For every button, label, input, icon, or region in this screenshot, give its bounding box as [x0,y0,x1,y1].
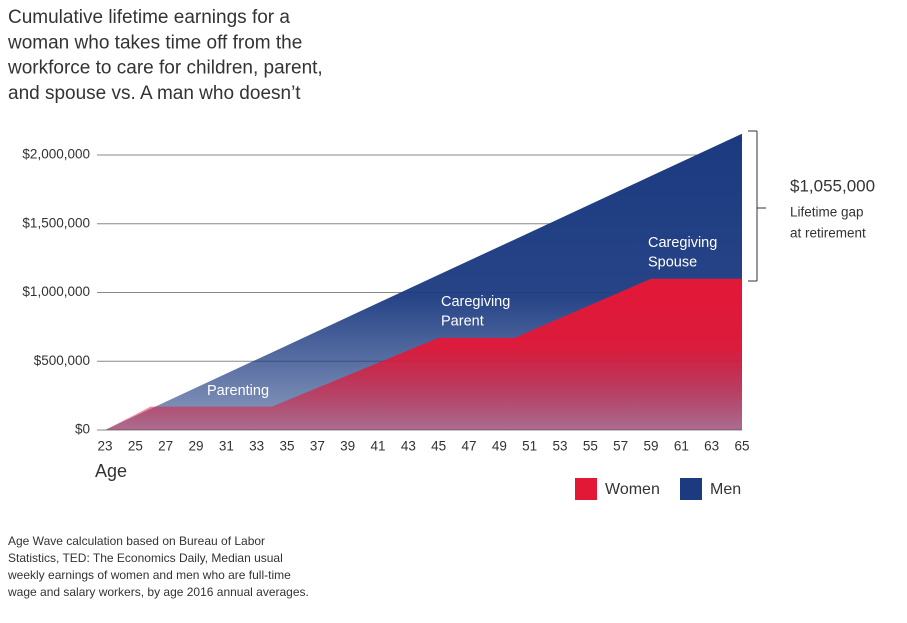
x-tick-label: 53 [552,439,567,454]
x-tick-label: 57 [613,439,628,454]
x-tick-label: 49 [492,439,507,454]
annotation: Caregiving [441,294,510,310]
source-note: Age Wave calculation based on Bureau of … [8,534,265,548]
y-tick-label: $1,500,000 [22,215,90,230]
x-tick-label: 65 [734,439,749,454]
gap-note: at retirement [790,226,866,241]
x-tick-label: 25 [128,439,143,454]
chart-title: and spouse vs. A man who doesn’t [8,83,301,104]
x-tick-label: 37 [310,439,325,454]
legend-label: Women [605,481,660,498]
x-tick-label: 29 [188,439,203,454]
legend-swatch [575,478,597,500]
legend-swatch [680,478,702,500]
source-note: weekly earnings of women and men who are… [7,568,291,582]
annotation: Parent [441,313,484,329]
x-tick-label: 63 [704,439,719,454]
legend-label: Men [710,481,741,498]
annotation: Parenting [207,383,269,399]
y-tick-label: $2,000,000 [22,147,90,162]
annotation: Caregiving [648,235,717,251]
y-tick-label: $1,000,000 [22,284,90,299]
gap-note: Lifetime gap [790,205,864,220]
x-tick-label: 27 [158,439,173,454]
x-tick-label: 45 [431,439,446,454]
x-tick-label: 55 [583,439,598,454]
x-tick-label: 47 [461,439,476,454]
x-axis-label: Age [95,461,127,481]
x-tick-label: 23 [97,439,112,454]
x-tick-label: 39 [340,439,355,454]
x-tick-label: 51 [522,439,537,454]
x-tick-label: 43 [401,439,416,454]
source-note: Statistics, TED: The Economics Daily, Me… [8,551,283,565]
y-tick-label: $0 [75,422,90,437]
source-note: wage and salary workers, by age 2016 ann… [7,585,309,599]
x-tick-label: 31 [219,439,234,454]
chart-title: Cumulative lifetime earnings for a [8,7,290,28]
chart-title: workforce to care for children, parent, [7,58,323,79]
gap-value: $1,055,000 [790,176,875,195]
y-tick-label: $500,000 [34,353,90,368]
x-tick-label: 61 [674,439,689,454]
area [105,278,742,430]
annotation: Spouse [648,254,697,270]
x-tick-label: 59 [643,439,658,454]
x-tick-label: 41 [370,439,385,454]
chart-title: woman who takes time off from the [7,32,302,53]
x-tick-label: 33 [249,439,264,454]
x-tick-label: 35 [279,439,294,454]
